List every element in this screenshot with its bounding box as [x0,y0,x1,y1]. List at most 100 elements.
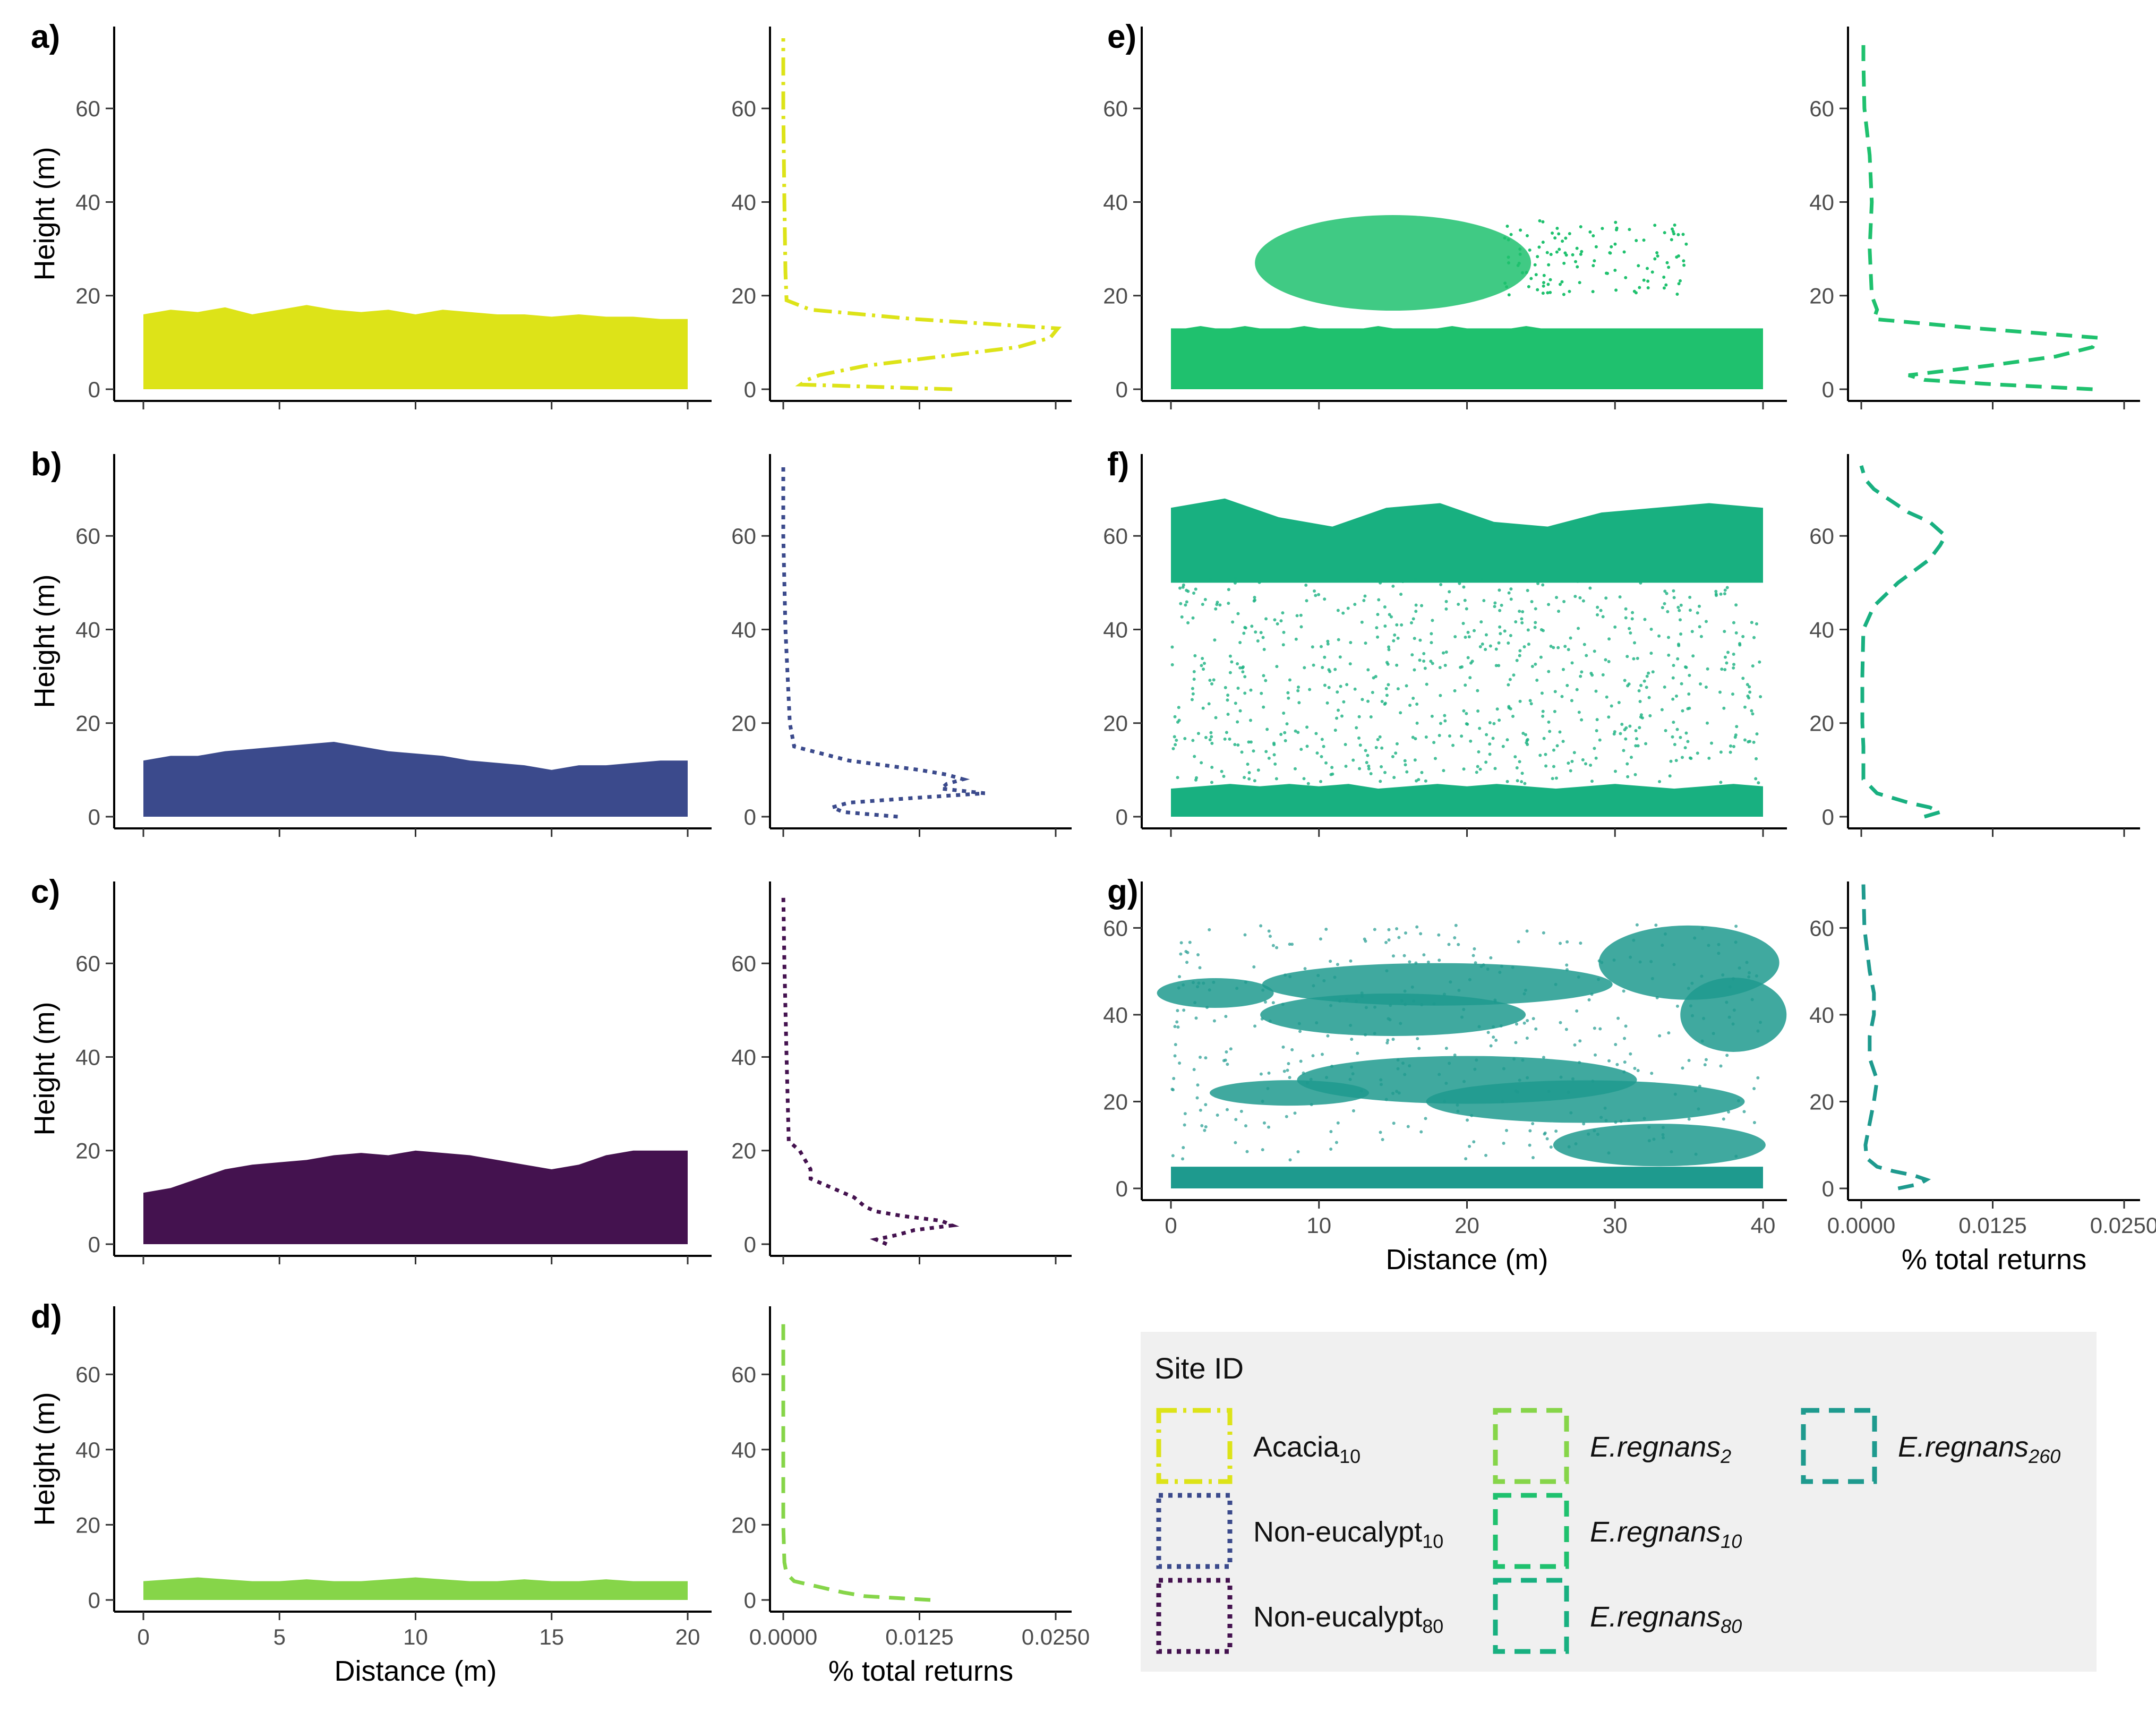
tree-crown-g [1210,1080,1369,1106]
crown-point-g [1559,941,1562,945]
stem-point-f [1479,620,1483,624]
stem-point-f [1305,744,1309,748]
stem-point-f [1392,639,1396,643]
stem-point-f [1279,619,1283,623]
stem-point-f [1723,588,1727,592]
stem-point-f [1260,691,1263,695]
panel-label-e: e) [1107,19,1136,55]
crown-point-g [1473,947,1476,951]
crown-point-e [1670,238,1673,242]
scatter-ytick-label-b: 40 [75,617,100,642]
crown-point-g [1661,1126,1665,1129]
stem-point-f [1463,598,1467,602]
stem-point-f [1723,592,1726,596]
stem-point-f [1369,715,1373,718]
stem-point-f [1639,715,1642,719]
stem-point-f [1193,755,1196,758]
stem-point-f [1515,658,1519,662]
stem-point-f [1213,638,1217,642]
stem-point-f [1362,598,1366,602]
stem-point-f [1420,771,1424,774]
crown-point-g [1288,975,1292,979]
scatter-ytick-label-e: 0 [1116,377,1128,402]
crown-point-g [1756,1029,1760,1033]
stem-point-f [1476,709,1480,713]
crown-point-g [1199,1055,1202,1059]
stem-point-f [1657,634,1661,638]
stem-point-f [1666,610,1670,613]
crown-point-g [1437,933,1441,937]
stem-point-f [1723,668,1727,672]
crown-point-g [1636,1069,1640,1073]
crown-point-g [1402,954,1406,957]
crown-point-g [1650,977,1654,980]
crown-point-g [1320,1052,1324,1056]
stem-point-f [1458,581,1461,585]
scatter-ytick-label-a: 20 [75,284,100,309]
stem-point-f [1376,738,1380,741]
crown-point-g [1281,1003,1285,1006]
crown-point-g [1454,923,1458,927]
crown-point-g [1587,1132,1590,1136]
stem-point-f [1518,649,1522,653]
stem-point-f [1378,735,1382,739]
stem-point-f [1274,777,1278,781]
scatter-ytick-label-f: 20 [1103,711,1128,736]
stem-point-f [1424,779,1427,783]
stem-point-f [1665,592,1669,595]
crown-point-e [1676,233,1680,236]
stem-point-f [1415,721,1419,725]
stem-point-f [1569,769,1572,773]
stem-point-f [1355,726,1358,730]
crown-point-e [1527,285,1530,288]
crown-point-g [1235,987,1239,990]
crown-point-g [1182,983,1185,987]
stem-point-f [1513,755,1517,759]
scatter-ytick-label-f: 60 [1103,524,1128,549]
crown-point-g [1492,1035,1495,1039]
crown-point-g [1329,960,1332,963]
stem-point-f [1714,589,1718,593]
crown-point-g [1424,1117,1427,1120]
stem-point-f [1629,631,1632,635]
stem-point-f [1493,605,1496,609]
legend-label: E.regnans10 [1590,1516,1742,1553]
stem-point-f [1400,623,1404,627]
stem-point-f [1759,695,1763,698]
crown-point-e [1650,270,1654,274]
crown-point-e [1503,236,1507,240]
profile-xtick-label-d: 0.0125 [885,1624,953,1649]
stem-point-f [1541,629,1545,632]
crown-point-e [1519,228,1522,232]
crown-point-g [1396,1067,1400,1071]
stem-point-f [1520,621,1524,624]
height-axis-label-a: Height (m) [29,147,61,280]
stem-point-f [1552,646,1555,649]
crown-point-g [1654,923,1658,927]
stem-point-f [1683,746,1687,750]
stem-point-f [1183,737,1187,740]
legend-key-box [1801,1408,1877,1484]
crown-point-g [1284,973,1287,977]
crown-point-g [1364,1006,1368,1009]
crown-point-g [1293,1111,1297,1115]
stem-point-f [1214,716,1218,720]
stem-point-f [1236,720,1239,724]
crown-point-g [1525,1036,1529,1040]
crown-point-g [1208,988,1211,992]
stem-point-f [1750,621,1753,624]
crown-point-g [1296,1150,1300,1153]
stem-point-f [1644,742,1648,746]
stem-point-f [1594,689,1598,693]
crown-point-e [1677,282,1681,286]
crown-point-e [1637,264,1640,268]
stem-point-f [1565,683,1569,687]
legend-key-box [1493,1408,1569,1484]
crown-point-g [1577,975,1580,979]
crown-point-g [1192,1068,1196,1072]
stem-point-f [1451,743,1455,747]
crown-point-g [1647,1125,1651,1129]
stem-point-f [1534,662,1537,666]
crown-point-g [1182,1146,1185,1150]
stem-point-f [1470,660,1474,663]
